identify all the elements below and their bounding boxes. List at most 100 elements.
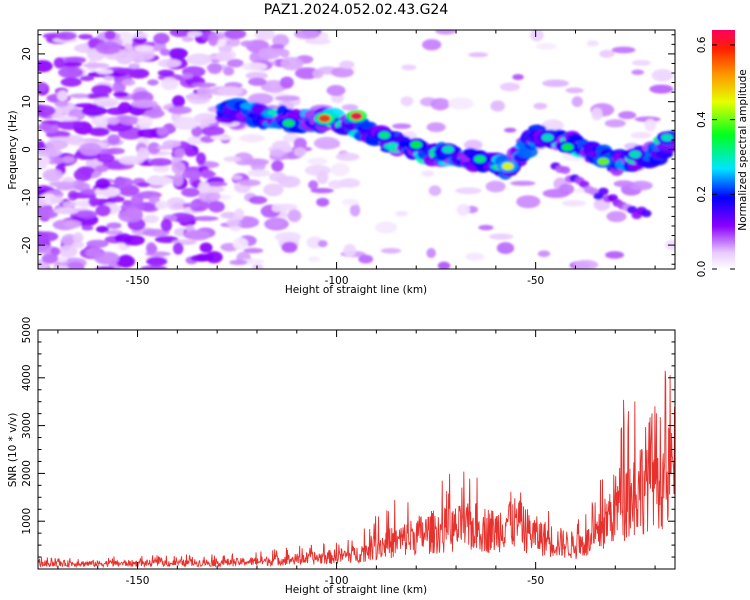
spectrogram-cell bbox=[71, 241, 85, 249]
spectrogram-cell bbox=[95, 266, 115, 269]
spectrogram-cell bbox=[226, 218, 240, 227]
spectrogram-cell bbox=[117, 102, 132, 114]
spectrogram-cell bbox=[380, 247, 402, 254]
spectrogram-cell bbox=[571, 96, 583, 108]
spectrogram-cell bbox=[626, 205, 638, 214]
spectrogram-cell bbox=[86, 239, 109, 248]
spectrogram-cell bbox=[437, 261, 451, 269]
spectrogram-cell bbox=[41, 253, 59, 264]
figure-title: PAZ1.2024.052.02.43.G24 bbox=[264, 2, 449, 18]
spectrogram-cell bbox=[184, 149, 196, 157]
spectrogram-cell bbox=[599, 49, 615, 58]
spectrogram-cell bbox=[124, 207, 143, 219]
spectrogram-cell bbox=[38, 231, 50, 244]
spectrogram-cell bbox=[58, 66, 84, 79]
spectrogram-y-tick-label-1: -10 bbox=[21, 189, 33, 206]
spectrogram-cell bbox=[598, 187, 609, 196]
spectrogram-cell bbox=[644, 118, 657, 132]
spectrogram-cell bbox=[239, 179, 261, 187]
spectrogram-cell bbox=[456, 203, 471, 216]
spectrogram-cell bbox=[160, 218, 173, 232]
spectrogram-cell bbox=[473, 155, 486, 163]
spectrogram-cell bbox=[88, 127, 110, 137]
spectrogram-cell bbox=[38, 208, 59, 219]
spectrogram-cell bbox=[392, 123, 412, 130]
spectrogram-cell bbox=[308, 256, 321, 263]
spectrogram-cell bbox=[245, 71, 269, 80]
spectrogram-cell bbox=[239, 134, 265, 143]
spectrogram-cell bbox=[195, 152, 207, 165]
spectrogram-cell bbox=[207, 62, 223, 75]
spectrogram-cell bbox=[95, 41, 122, 55]
spectrogram-x-tick-label-2: -50 bbox=[527, 275, 544, 287]
spectrogram-cell bbox=[281, 241, 298, 253]
spectrogram-cell bbox=[308, 180, 319, 190]
spectrogram-cell bbox=[145, 242, 157, 255]
spectrogram-cell bbox=[106, 222, 122, 229]
spectrogram-cell bbox=[147, 79, 159, 86]
spectrogram-cell bbox=[116, 51, 134, 65]
spectrogram-cell bbox=[132, 32, 149, 39]
spectrogram-cell bbox=[541, 119, 564, 132]
spectrogram-cell bbox=[181, 170, 203, 179]
spectrogram-cell bbox=[95, 225, 109, 233]
snr-x-tick-label-2: -50 bbox=[527, 575, 544, 587]
spectrogram-cell bbox=[147, 142, 161, 155]
spectrogram-cell bbox=[118, 254, 134, 267]
spectrogram-cell bbox=[661, 133, 674, 142]
spectrogram-cell bbox=[58, 244, 78, 258]
spectrogram-cell bbox=[114, 233, 133, 244]
spectrogram-y-tick-label-3: 10 bbox=[21, 95, 33, 108]
spectrogram-cell bbox=[173, 148, 185, 159]
spectrogram-cell bbox=[201, 169, 214, 179]
snr-series-line bbox=[38, 370, 675, 569]
spectrogram-cell bbox=[69, 93, 90, 99]
spectrogram-cell bbox=[64, 56, 87, 64]
spectrogram-cell bbox=[318, 114, 331, 123]
spectrogram-cell bbox=[112, 81, 126, 94]
spectrogram-cell bbox=[226, 59, 244, 68]
spectrogram-cell bbox=[276, 176, 293, 183]
spectrogram-cell bbox=[316, 197, 330, 207]
spectrogram-cell bbox=[185, 229, 211, 241]
spectrogram-heatmap bbox=[38, 30, 675, 269]
spectrogram-cell bbox=[191, 125, 203, 138]
spectrogram-cell bbox=[117, 114, 131, 122]
spectrogram-cell bbox=[611, 46, 636, 54]
spectrogram-cell bbox=[591, 107, 603, 121]
spectrogram-cell bbox=[181, 36, 194, 42]
spectrogram-cell bbox=[166, 197, 186, 211]
colorbar-ticks: 0.0 0.2 0.4 0.6 bbox=[696, 36, 735, 277]
colorbar-tick-label-3: 0.6 bbox=[696, 36, 708, 53]
spectrogram-cell bbox=[143, 214, 159, 224]
spectrogram-cell bbox=[331, 66, 354, 78]
spectrogram-cell bbox=[81, 225, 94, 231]
spectrogram-cell bbox=[193, 112, 220, 125]
spectrogram-cell bbox=[395, 210, 408, 217]
spectrogram-cell bbox=[72, 232, 84, 244]
spectrogram-cell bbox=[234, 208, 245, 221]
spectrogram-cell bbox=[343, 244, 357, 257]
spectrogram-cell bbox=[312, 68, 324, 79]
spectrogram-cell bbox=[60, 61, 83, 67]
spectrogram-cell bbox=[426, 122, 446, 133]
spectrogram-cell bbox=[74, 210, 98, 219]
spectrogram-cell bbox=[268, 219, 283, 228]
spectrogram-cell bbox=[186, 53, 212, 66]
spectrogram-cell bbox=[641, 209, 652, 218]
spectrogram-cell bbox=[113, 177, 134, 188]
spectrogram-cell bbox=[106, 147, 125, 155]
spectrogram-cell bbox=[561, 143, 574, 151]
spectrogram-cell bbox=[247, 169, 271, 177]
spectrogram-cell bbox=[130, 48, 155, 62]
colorbar-label: Normalized spectral amplitude bbox=[737, 69, 749, 230]
spectrogram-cell bbox=[229, 259, 248, 266]
spectrogram-cell bbox=[426, 247, 436, 259]
spectrogram-y-axis-label: Frequency (Hz) bbox=[7, 110, 19, 189]
spectrogram-x-axis-label: Height of straight line (km) bbox=[285, 284, 427, 296]
spectrogram-cell bbox=[157, 69, 175, 77]
spectrogram-cell bbox=[132, 37, 148, 44]
spectrogram-cell bbox=[53, 207, 79, 215]
colorbar-tick-label-2: 0.4 bbox=[696, 111, 708, 128]
